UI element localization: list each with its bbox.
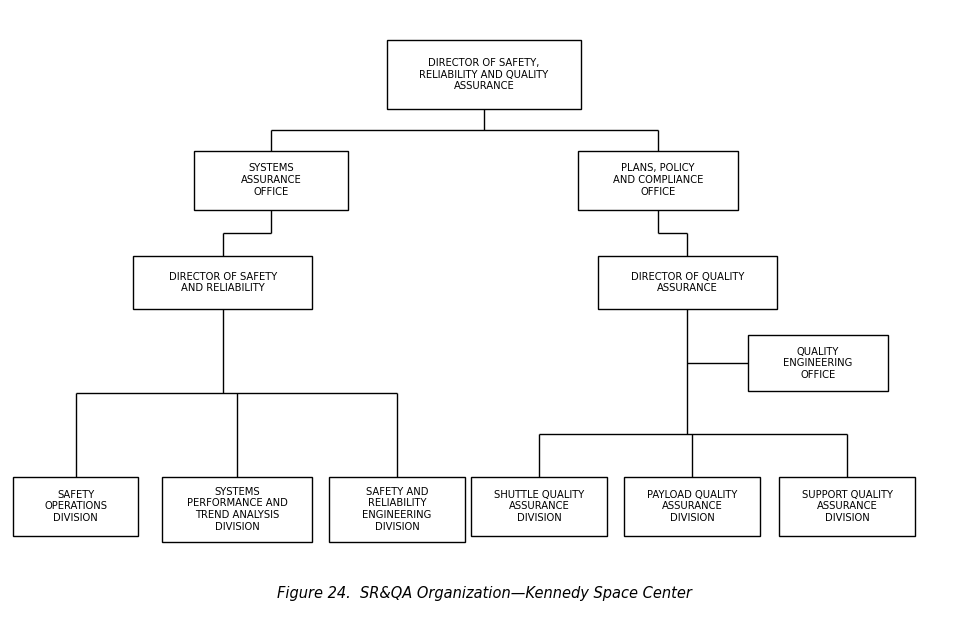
FancyBboxPatch shape <box>624 477 760 535</box>
Text: DIRECTOR OF SAFETY,
RELIABILITY AND QUALITY
ASSURANCE: DIRECTOR OF SAFETY, RELIABILITY AND QUAL… <box>419 58 549 91</box>
Text: SYSTEMS
ASSURANCE
OFFICE: SYSTEMS ASSURANCE OFFICE <box>241 163 301 197</box>
FancyBboxPatch shape <box>597 256 776 309</box>
Text: SAFETY AND
RELIABILITY
ENGINEERING
DIVISION: SAFETY AND RELIABILITY ENGINEERING DIVIS… <box>362 487 432 532</box>
FancyBboxPatch shape <box>162 477 312 542</box>
FancyBboxPatch shape <box>329 477 465 542</box>
Text: DIRECTOR OF QUALITY
ASSURANCE: DIRECTOR OF QUALITY ASSURANCE <box>630 272 744 293</box>
FancyBboxPatch shape <box>579 151 739 210</box>
FancyBboxPatch shape <box>747 335 889 391</box>
FancyBboxPatch shape <box>13 477 138 535</box>
Text: SYSTEMS
PERFORMANCE AND
TREND ANALYSIS
DIVISION: SYSTEMS PERFORMANCE AND TREND ANALYSIS D… <box>187 487 287 532</box>
Text: SHUTTLE QUALITY
ASSURANCE
DIVISION: SHUTTLE QUALITY ASSURANCE DIVISION <box>494 489 585 523</box>
FancyBboxPatch shape <box>134 256 312 309</box>
Text: DIRECTOR OF SAFETY
AND RELIABILITY: DIRECTOR OF SAFETY AND RELIABILITY <box>168 272 277 293</box>
FancyBboxPatch shape <box>779 477 915 535</box>
Text: PLANS, POLICY
AND COMPLIANCE
OFFICE: PLANS, POLICY AND COMPLIANCE OFFICE <box>613 163 704 197</box>
Text: SAFETY
OPERATIONS
DIVISION: SAFETY OPERATIONS DIVISION <box>44 489 107 523</box>
FancyBboxPatch shape <box>471 477 607 535</box>
FancyBboxPatch shape <box>387 40 581 109</box>
Text: QUALITY
ENGINEERING
OFFICE: QUALITY ENGINEERING OFFICE <box>783 347 853 380</box>
Text: PAYLOAD QUALITY
ASSURANCE
DIVISION: PAYLOAD QUALITY ASSURANCE DIVISION <box>647 489 738 523</box>
FancyBboxPatch shape <box>194 151 348 210</box>
Text: SUPPORT QUALITY
ASSURANCE
DIVISION: SUPPORT QUALITY ASSURANCE DIVISION <box>802 489 892 523</box>
Text: Figure 24.  SR&QA Organization—Kennedy Space Center: Figure 24. SR&QA Organization—Kennedy Sp… <box>277 586 691 601</box>
